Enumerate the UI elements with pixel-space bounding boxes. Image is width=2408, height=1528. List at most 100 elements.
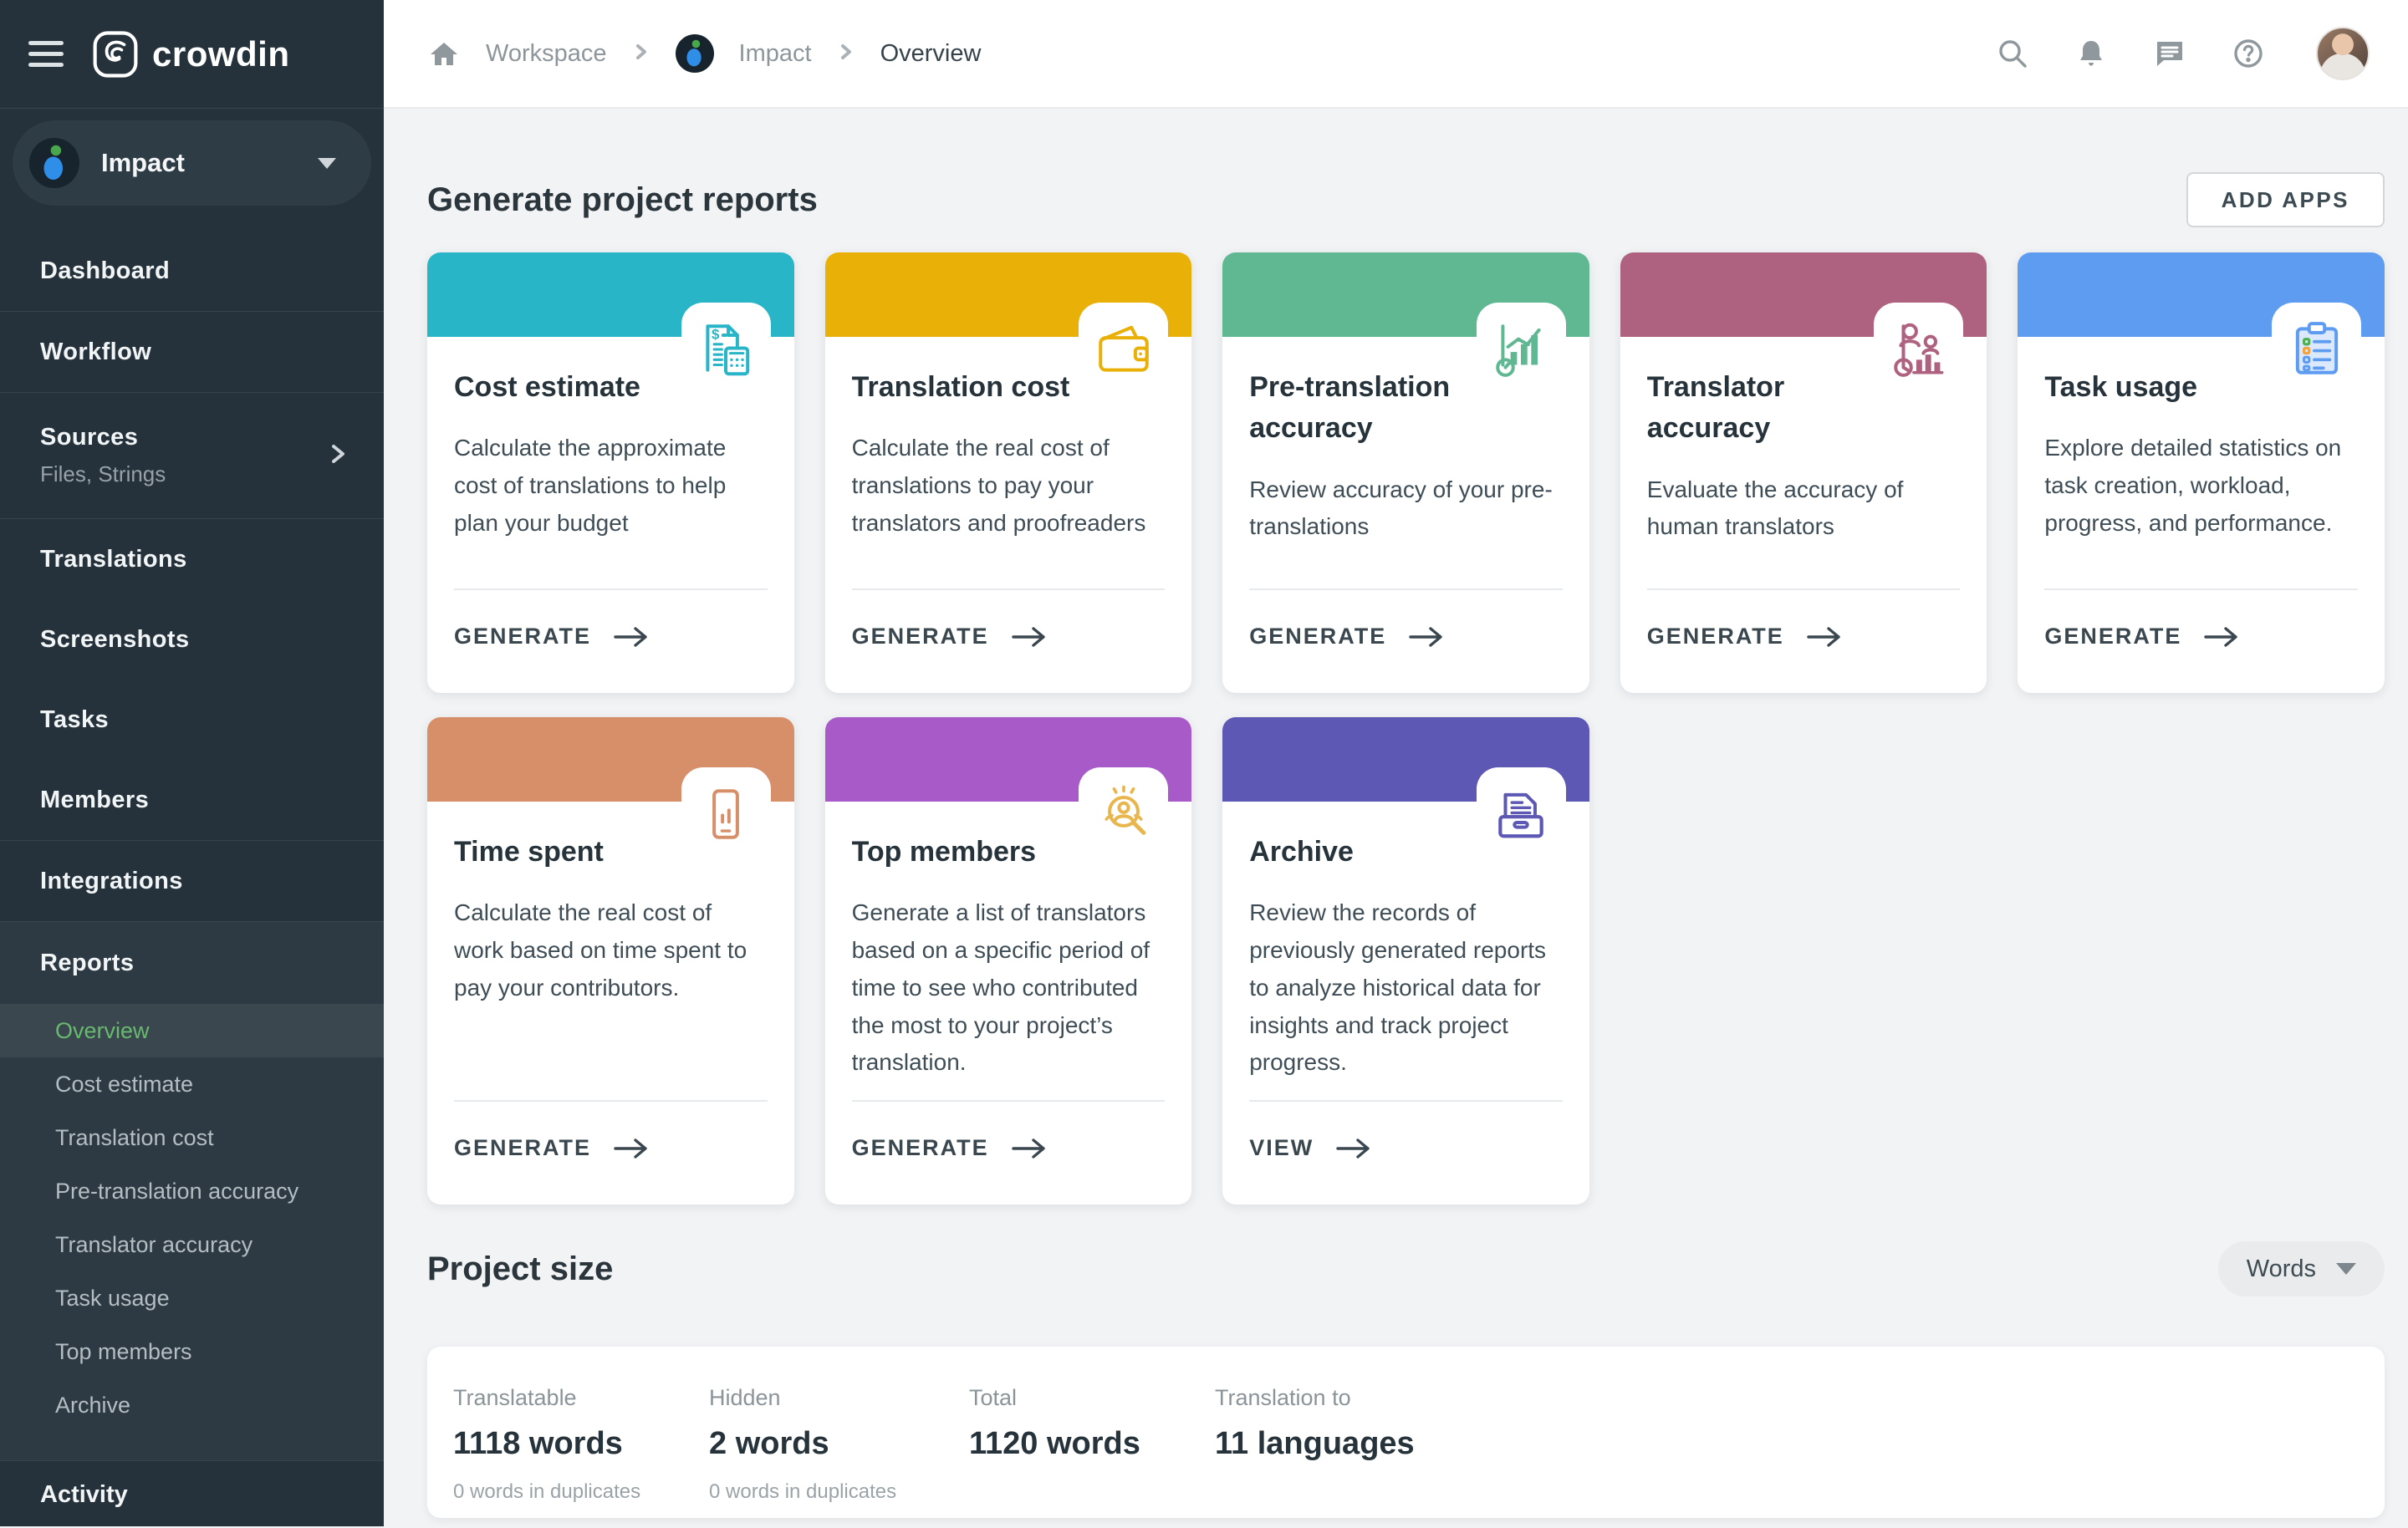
- notifications-bell-icon[interactable]: [2072, 34, 2110, 73]
- sidebar-item-integrations[interactable]: Integrations: [0, 841, 384, 921]
- chevron-right-icon: [632, 40, 650, 68]
- sidebar-nav: Dashboard Workflow Sources Files, String…: [0, 231, 384, 1528]
- arrow-right-icon: [1011, 1136, 1048, 1161]
- stat-label: Hidden: [709, 1385, 969, 1411]
- chevron-down-icon: [2336, 1263, 2356, 1275]
- wallet-icon: [1079, 303, 1168, 396]
- stat-total: Total 1120 words: [969, 1385, 1215, 1518]
- help-icon[interactable]: [2229, 34, 2268, 73]
- sidebar-item-screenshots[interactable]: Screenshots: [0, 599, 384, 680]
- action-label: GENERATE: [1249, 624, 1386, 649]
- sidebar-item-label: Sources: [40, 424, 166, 451]
- action-label: GENERATE: [2044, 624, 2181, 649]
- project-selector[interactable]: Impact: [13, 120, 371, 206]
- crowdin-logo[interactable]: crowdin: [92, 30, 290, 79]
- sidebar-report-translation-cost[interactable]: Translation cost: [0, 1111, 384, 1164]
- action-label: VIEW: [1249, 1135, 1314, 1161]
- sidebar-item-reports[interactable]: Reports: [0, 922, 384, 1004]
- breadcrumb-workspace[interactable]: Workspace: [486, 40, 607, 68]
- archive-box-icon: [1477, 767, 1566, 861]
- people-chart-icon: [1874, 303, 1963, 396]
- generate-link[interactable]: GENERATE: [1647, 590, 1961, 693]
- stat-label: Total: [969, 1385, 1215, 1411]
- card-top-members: Top members Generate a list of translato…: [825, 717, 1192, 1205]
- arrow-right-icon: [1335, 1136, 1372, 1161]
- stat-hidden: Hidden 2 words 0 words in duplicates: [709, 1385, 969, 1518]
- project-name: Impact: [101, 148, 185, 178]
- stat-label: Translation to: [1215, 1385, 1471, 1411]
- action-label: GENERATE: [454, 624, 591, 649]
- arrow-right-icon: [1408, 624, 1445, 649]
- card-description: Calculate the real cost of work based on…: [454, 894, 768, 1006]
- phone-stats-icon: [681, 767, 771, 861]
- arrow-right-icon: [1011, 624, 1048, 649]
- card-description: Calculate the real cost of translations …: [852, 430, 1166, 542]
- user-avatar[interactable]: [2316, 27, 2370, 80]
- home-icon[interactable]: [427, 37, 461, 70]
- generate-link[interactable]: GENERATE: [852, 590, 1166, 693]
- project-size-stats-card: Translatable 1118 words 0 words in dupli…: [427, 1347, 2385, 1518]
- search-icon[interactable]: [1993, 34, 2032, 73]
- card-description: Calculate the approximate cost of transl…: [454, 430, 768, 542]
- messages-icon[interactable]: [2150, 34, 2189, 73]
- sidebar-item-activity[interactable]: Activity: [0, 1460, 384, 1528]
- crowdin-logo-icon: [92, 30, 139, 79]
- generate-link[interactable]: GENERATE: [852, 1102, 1166, 1205]
- breadcrumb: Workspace Impact Overview: [427, 34, 981, 73]
- card-translator-accuracy: Translator accuracy Evaluate the accurac…: [1620, 252, 1987, 693]
- sidebar-item-workflow[interactable]: Workflow: [0, 312, 384, 392]
- card-pre-translation-accuracy: Pre-translation accuracy Review accuracy…: [1222, 252, 1589, 693]
- arrow-right-icon: [613, 624, 650, 649]
- sidebar-report-overview[interactable]: Overview: [0, 1004, 384, 1057]
- project-size-heading: Project size: [427, 1250, 613, 1288]
- view-link[interactable]: VIEW: [1249, 1102, 1563, 1205]
- generate-link[interactable]: GENERATE: [2044, 590, 2358, 693]
- card-description: Review the records of previously generat…: [1249, 894, 1563, 1082]
- card-description: Review accuracy of your pre-translations: [1249, 471, 1563, 547]
- card-description: Explore detailed statistics on task crea…: [2044, 430, 2358, 542]
- stat-sublabel: 0 words in duplicates: [709, 1480, 969, 1504]
- stat-translatable: Translatable 1118 words 0 words in dupli…: [453, 1385, 709, 1518]
- unit-selector-dropdown[interactable]: Words: [2218, 1241, 2385, 1296]
- hamburger-menu-icon[interactable]: [28, 41, 64, 67]
- sidebar-item-sources[interactable]: Sources Files, Strings: [0, 393, 384, 518]
- unit-selector-value: Words: [2247, 1256, 2316, 1283]
- action-label: GENERATE: [852, 624, 989, 649]
- report-cards-grid: $ Cost estimate Calculate the approximat…: [427, 252, 2385, 1205]
- stat-value: 11 languages: [1215, 1426, 1471, 1462]
- action-label: GENERATE: [1647, 624, 1784, 649]
- main-content: Generate project reports ADD APPS $ Cost…: [384, 110, 2408, 1526]
- stat-value: 2 words: [709, 1426, 969, 1462]
- page-title: Generate project reports: [427, 181, 818, 219]
- card-translation-cost: Translation cost Calculate the real cost…: [825, 252, 1192, 693]
- sidebar-report-archive[interactable]: Archive: [0, 1378, 384, 1432]
- breadcrumb-project[interactable]: Impact: [739, 40, 812, 68]
- brand-name: crowdin: [152, 34, 290, 74]
- sidebar-item-dashboard[interactable]: Dashboard: [0, 231, 384, 311]
- generate-link[interactable]: GENERATE: [454, 1102, 768, 1205]
- sidebar-report-translator-accuracy[interactable]: Translator accuracy: [0, 1218, 384, 1271]
- stat-translation-to: Translation to 11 languages: [1215, 1385, 1471, 1518]
- sidebar-reports-group: Reports Overview Cost estimate Translati…: [0, 921, 384, 1460]
- project-avatar: [29, 138, 79, 188]
- sidebar-item-members[interactable]: Members: [0, 760, 384, 840]
- card-cost-estimate: $ Cost estimate Calculate the approximat…: [427, 252, 794, 693]
- arrow-right-icon: [613, 1136, 650, 1161]
- sidebar-report-pre-translation-accuracy[interactable]: Pre-translation accuracy: [0, 1164, 384, 1218]
- stat-label: Translatable: [453, 1385, 709, 1411]
- generate-link[interactable]: GENERATE: [1249, 590, 1563, 693]
- sidebar-report-cost-estimate[interactable]: Cost estimate: [0, 1057, 384, 1111]
- card-time-spent: Time spent Calculate the real cost of wo…: [427, 717, 794, 1205]
- sidebar-item-translations[interactable]: Translations: [0, 519, 384, 599]
- card-archive: Archive Review the records of previously…: [1222, 717, 1589, 1205]
- arrow-right-icon: [1806, 624, 1843, 649]
- generate-link[interactable]: GENERATE: [454, 590, 768, 693]
- invoice-calculator-icon: $: [681, 303, 771, 396]
- sidebar-top: crowdin: [0, 0, 384, 109]
- add-apps-button[interactable]: ADD APPS: [2186, 172, 2385, 227]
- sidebar-report-task-usage[interactable]: Task usage: [0, 1271, 384, 1325]
- sidebar-report-top-members[interactable]: Top members: [0, 1325, 384, 1378]
- clipboard-checklist-icon: [2272, 303, 2361, 396]
- sidebar-item-tasks[interactable]: Tasks: [0, 680, 384, 760]
- chevron-right-icon: [325, 441, 350, 471]
